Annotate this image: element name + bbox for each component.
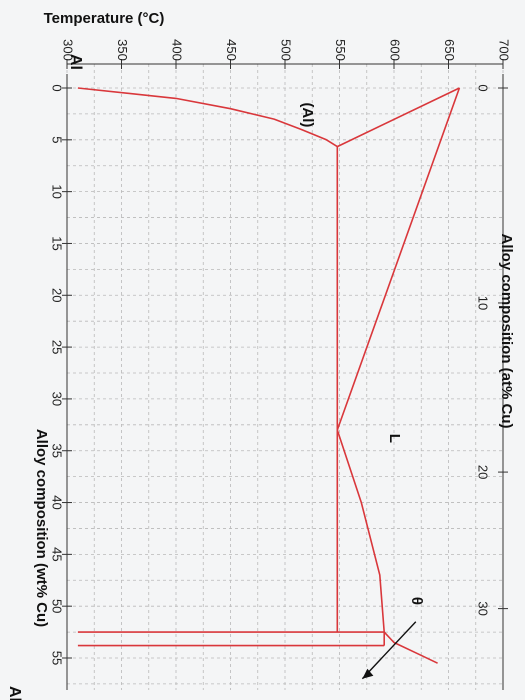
phase-boundary-1 [336, 87, 461, 431]
temperature-tick-label: 600 [388, 39, 403, 61]
phase-boundary-5 [336, 429, 438, 664]
at-tick-label: 20 [476, 465, 491, 479]
temperature-tick-label: 650 [442, 39, 457, 61]
phase-boundary-3 [77, 87, 338, 148]
phase-label-theta: θ [408, 597, 425, 605]
theta-arrow-shaft [361, 621, 417, 680]
at-axis-title: Alloy composition (at% Cu) [498, 234, 515, 429]
phase-label-liquid: L [386, 434, 403, 443]
composition-tick-label: 50 [50, 599, 65, 613]
composition-tick-label: 5 [50, 136, 65, 143]
composition-tick-label: 35 [50, 443, 65, 457]
composition-tick-label: 55 [50, 651, 65, 665]
at-tick-label: 10 [476, 296, 491, 310]
composition-tick-label: 10 [50, 184, 65, 198]
at-tick-label: 0 [476, 84, 491, 91]
composition-tick-label: 15 [50, 236, 65, 250]
theta-arrow-head [362, 668, 374, 679]
at-tick-label: 30 [476, 601, 491, 615]
temperature-tick-label: 450 [224, 39, 239, 61]
temperature-tick-label: 350 [115, 39, 130, 61]
temperature-axis-title: Temperature (°C) [44, 10, 165, 27]
temperature-tick-label: 300 [61, 39, 76, 61]
temperature-tick-label: 400 [170, 39, 185, 61]
temperature-tick-label: 500 [279, 39, 294, 61]
temperature-tick-label: 550 [333, 39, 348, 61]
grid [66, 64, 504, 690]
corner-label-bottom: Al [6, 686, 23, 700]
composition-tick-label: 45 [50, 547, 65, 561]
temperature-tick-label: 700 [497, 39, 512, 61]
composition-tick-label: 40 [50, 495, 65, 509]
phase-label-solid: (Al) [299, 102, 316, 127]
composition-tick-label: 25 [50, 340, 65, 354]
labels: (Al) Lθ [299, 102, 425, 680]
composition-tick-label: 30 [50, 392, 65, 406]
composition-tick-label: 20 [50, 288, 65, 302]
corner-label-top: Al [67, 54, 84, 70]
phase-boundaries [77, 87, 461, 664]
composition-tick-label: 0 [50, 84, 65, 91]
phase-boundary-2 [336, 87, 460, 148]
composition-axis-title: Alloy composition (wt% Cu) [33, 429, 50, 627]
